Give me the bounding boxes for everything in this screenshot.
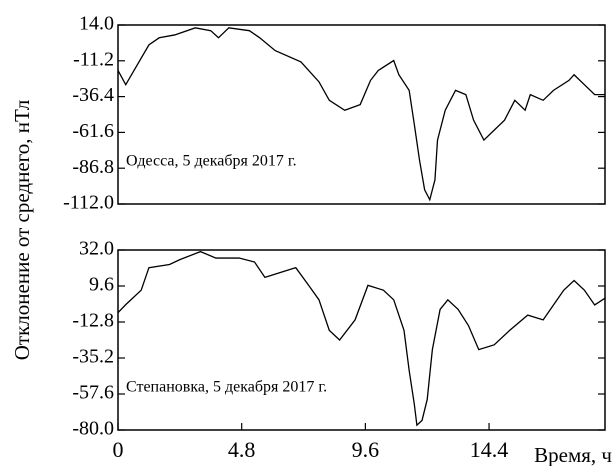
x-tick-label: 14.4 <box>470 437 509 462</box>
data-line <box>117 27 605 202</box>
y-tick-label: -57.6 <box>72 382 114 404</box>
annotation: Одесса, 5 декабря 2017 г. <box>126 153 297 170</box>
y-tick-label: -86.8 <box>72 156 114 178</box>
data-line <box>117 250 606 427</box>
annotation: Степановка, 5 декабря 2017 г. <box>126 379 327 396</box>
y-tick-label: -80.0 <box>72 418 114 440</box>
y-tick-label: -12.8 <box>72 310 114 332</box>
y-tick-label: 32.0 <box>79 238 114 260</box>
y-tick-label: -36.4 <box>72 84 114 106</box>
y-axis-label: Отклонение от среднего, нТл <box>10 100 34 360</box>
plot-frame <box>117 249 606 431</box>
x-tick-label: 4.8 <box>228 437 256 462</box>
y-tick-label: 14.0 <box>79 13 114 35</box>
x-tick-label: 0 <box>113 437 124 462</box>
y-tick-label: -35.2 <box>72 346 114 368</box>
y-tick-label: -11.2 <box>73 48 114 70</box>
y-tick-label: 9.6 <box>89 274 114 296</box>
x-axis-label: Время, ч <box>534 443 612 466</box>
y-tick-label: -61.6 <box>72 120 114 142</box>
x-tick-label: 9.6 <box>352 437 380 462</box>
y-tick-label: -112.0 <box>63 192 114 214</box>
plot-frame <box>117 24 606 205</box>
